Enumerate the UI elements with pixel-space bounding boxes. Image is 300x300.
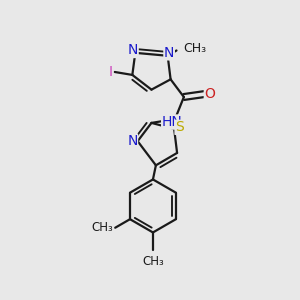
Text: CH₃: CH₃ [91,221,113,234]
Text: HN: HN [162,115,182,129]
Text: N: N [128,44,138,58]
Text: N: N [127,134,137,148]
Text: S: S [175,120,184,134]
Text: CH₃: CH₃ [142,255,164,268]
Text: CH₃: CH₃ [183,42,206,55]
Text: O: O [204,87,215,101]
Text: N: N [164,46,174,60]
Text: I: I [109,65,113,79]
